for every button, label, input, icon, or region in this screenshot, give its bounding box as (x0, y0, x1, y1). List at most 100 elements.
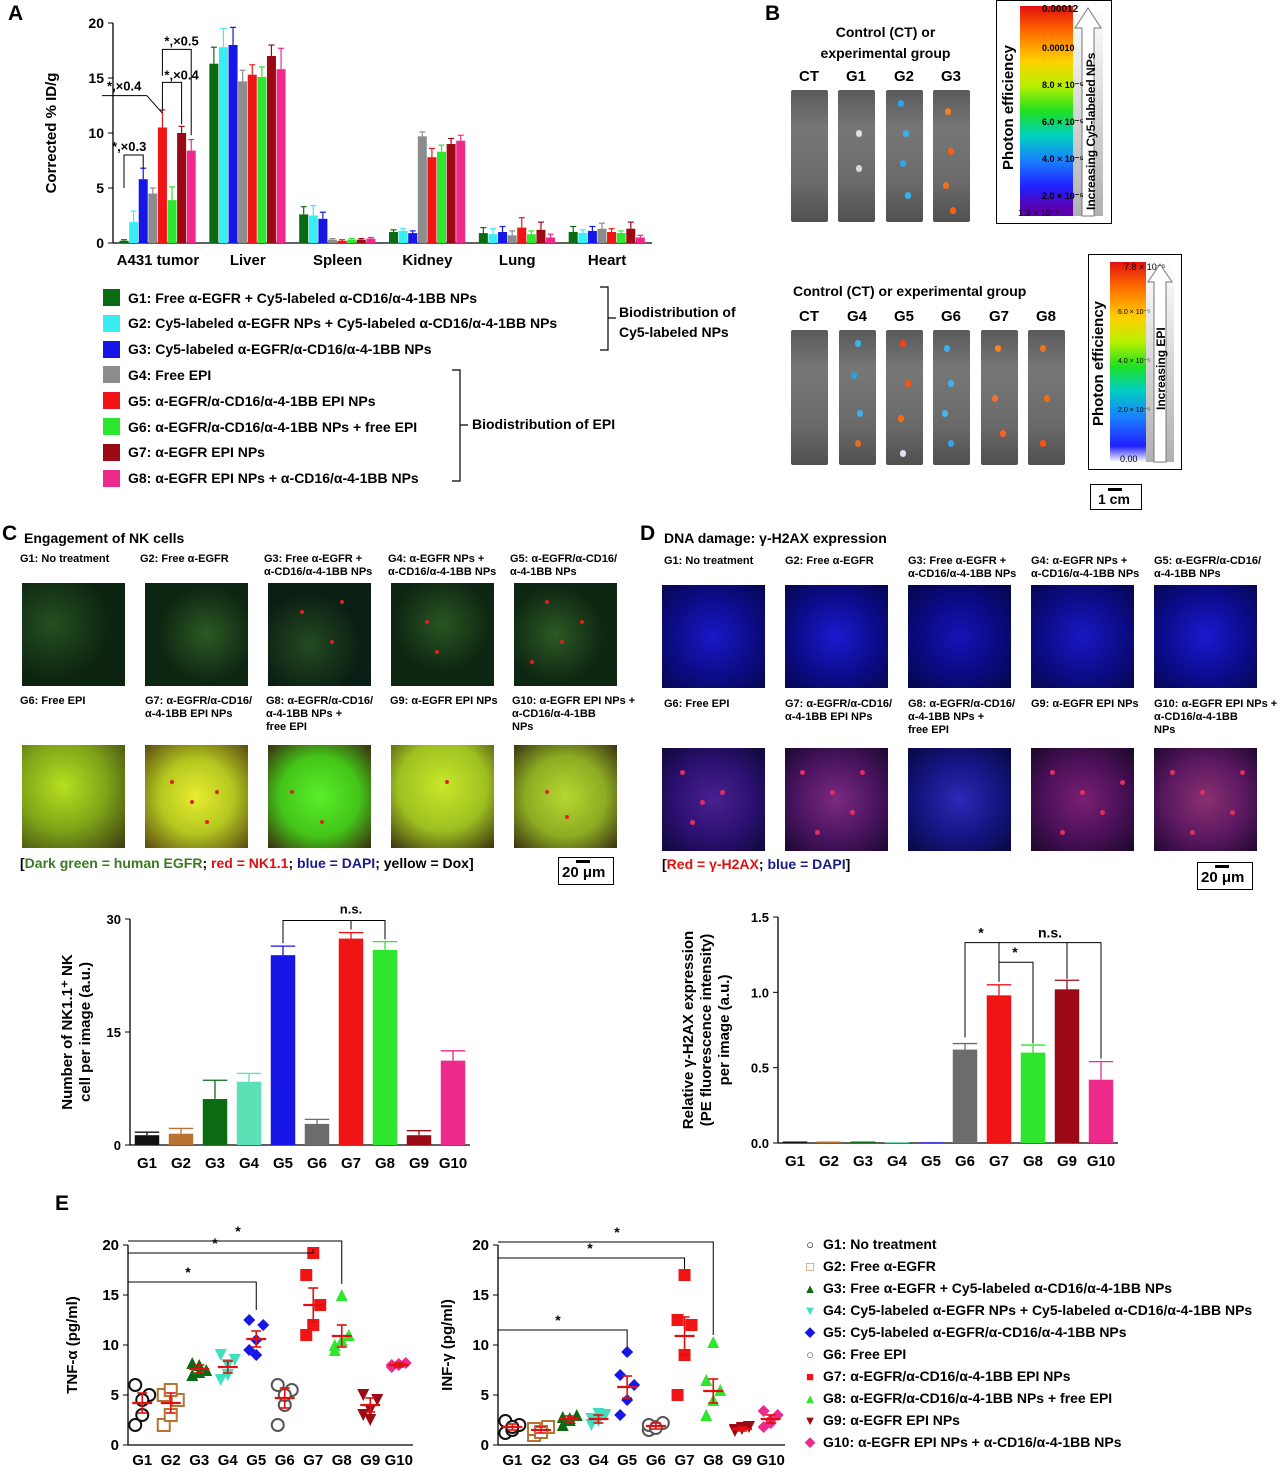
micrograph-label-line: G7: α-EGFR/α-CD16/ (145, 695, 253, 707)
legend-label: G9: α-EGFR EPI NPs (823, 1412, 960, 1428)
x-tick-label: G2 (161, 1452, 181, 1467)
sig-annotation: * (212, 1235, 218, 1251)
panel-label-d: D (640, 522, 656, 545)
micrograph-label-line: α-4-1BB EPI NPs (785, 711, 873, 723)
micrograph-label-line: α-4-1BB NPs + (266, 708, 343, 720)
image-strip-g1 (838, 90, 875, 222)
bracket-cy5-label: Biodistribution of Cy5-labeled NPs (619, 304, 736, 340)
bar-G3 (850, 1141, 876, 1143)
bar-G1 (134, 1135, 160, 1145)
x-tick-label: G5 (246, 1452, 266, 1467)
micrograph-label-line: G6: Free EPI (20, 695, 86, 707)
y-tick-label: 15 (472, 1287, 489, 1304)
signal-spot (855, 340, 861, 347)
micrograph-label: G6: Free EPI (20, 695, 145, 708)
x-tick-label: G2 (171, 1155, 191, 1172)
legend-e-item: ■ G7: α-EGFR/α-CD16/α-4-1BB EPI NPs (803, 1368, 1071, 1384)
micrograph-c-g5 (514, 583, 617, 686)
nk-cell-spot (190, 800, 194, 804)
x-tick-label: G6 (646, 1452, 666, 1467)
x-tick-label: Spleen (313, 252, 362, 269)
sig-bracket (498, 1241, 714, 1335)
micrograph-c-g8 (268, 745, 371, 848)
sig-annotation: n.s. (1038, 925, 1062, 941)
bar-G2-5 (578, 233, 588, 243)
column-label: CT (799, 68, 819, 85)
column-label: G2 (893, 68, 914, 85)
legend-label: G7: α-EGFR/α-CD16/α-4-1BB EPI NPs (823, 1368, 1071, 1384)
x-tick-label: Kidney (402, 252, 453, 269)
micrograph-label: G8: α-EGFR/α-CD16/α-4-1BB NPs + free EPI (908, 698, 1033, 737)
legend-swatch (103, 314, 120, 332)
nk-cell-spot (290, 790, 294, 794)
legend-label: G2: Free α-EGFR (823, 1258, 936, 1274)
micrograph-label-line: G2: Free α-EGFR (140, 553, 229, 565)
nk-cell-spot (330, 640, 334, 644)
bar-G7 (338, 938, 364, 1145)
h2ax-spot (720, 790, 725, 795)
micrograph-d-g3 (908, 585, 1011, 688)
bar-G3 (202, 1099, 228, 1145)
chart-d-h2ax: 0.0 0.5 1.0 1.5 G1 G2 G3 G4 G5 G6 G7 G8 G9 G10 * * n.s. R… (680, 910, 1118, 1170)
signal-spot (905, 380, 911, 387)
micrograph-label: G4: α-EGFR NPs + α-CD16/α-4-1BB NPs (1031, 555, 1156, 581)
signal-spot (942, 410, 948, 417)
micrograph-label-line: α-CD16/α-4-1BB NPs (388, 566, 497, 578)
signal-spot (900, 450, 906, 457)
micrograph-label-line: α-CD16/α-4-1BB NPs (264, 566, 373, 578)
legend-label: G7: α-EGFR EPI NPs (128, 444, 265, 461)
panel-label-e: E (55, 1192, 70, 1215)
legend-marker-icon: ○ (806, 1346, 814, 1362)
micrograph-label: G5: α-EGFR/α-CD16/α-4-1BB NPs (510, 553, 635, 579)
panel-b-top-header: Control (CT) or experimental group (820, 24, 951, 61)
legend-label: G2: Cy5-labeled α-EGFR NPs + Cy5-labeled… (128, 315, 558, 332)
h2ax-spot (830, 790, 835, 795)
y-tick-label: 15 (107, 1025, 121, 1040)
signal-spot (948, 440, 954, 447)
image-strip-g3 (933, 90, 970, 222)
x-tick-label: G8 (375, 1155, 395, 1172)
arrow-label-epi: Increasing EPI (1154, 327, 1168, 410)
x-tick-label: G3 (189, 1452, 209, 1467)
legend-marker-icon: ▼ (803, 1412, 817, 1428)
legend-label: G1: Free α-EGFR + Cy5-labeled α-CD16/α-4… (128, 289, 478, 306)
micrograph-d-g1 (662, 585, 765, 688)
x-tick-label: G1 (137, 1155, 157, 1172)
data-point (221, 1369, 234, 1381)
sig-bracket-4 (161, 48, 192, 136)
bar-G1-5 (568, 232, 578, 243)
column-label: G3 (940, 68, 961, 85)
signal-spot (948, 148, 954, 155)
micrograph-label-line: G1: No treatment (664, 555, 754, 567)
x-tick-label: Liver (230, 252, 266, 269)
sig-annotation: * (235, 1223, 241, 1239)
h2ax-spot (1120, 780, 1125, 785)
bar-G2 (816, 1141, 842, 1143)
data-point (757, 1405, 770, 1417)
bar-G5-2 (337, 240, 347, 243)
micrograph-d-g6 (662, 748, 765, 851)
micrograph-label: G9: α-EGFR EPI NPs (1031, 698, 1156, 711)
scale-bar-box-c (558, 857, 614, 885)
colorbar-cy5-max: 0.00012 (1042, 4, 1079, 15)
micrograph-label: G7: α-EGFR/α-CD16/α-4-1BB EPI NPs (145, 695, 270, 721)
y-tick-label: 10 (472, 1337, 489, 1354)
legend-label: G3: Free α-EGFR + Cy5-labeled α-CD16/α-4… (823, 1280, 1173, 1296)
micrograph-label: G9: α-EGFR EPI NPs (390, 695, 515, 708)
bar-G6-3 (437, 151, 447, 243)
nk-cell-spot (545, 600, 549, 604)
signal-spot (903, 130, 909, 137)
legend-swatch (103, 469, 120, 487)
legend-swatch (103, 366, 120, 384)
column-label: G6 (940, 308, 961, 325)
bar-G2-0 (129, 222, 139, 243)
x-tick-label: G6 (955, 1153, 975, 1170)
colorbar-box-cy5 (996, 0, 1112, 224)
x-tick-label: G10 (756, 1452, 784, 1467)
signal-spot (856, 130, 862, 137)
micrograph-c-g4 (391, 583, 494, 686)
chart-a-biodistribution: 0 5 10 15 20 Corrected % ID/g A431 tumor Liver S… (43, 15, 652, 269)
legend-label: G10: α-EGFR EPI NPs + α-CD16/α-4-1BB NPs (823, 1434, 1122, 1450)
x-tick-label: G2 (531, 1452, 551, 1467)
x-tick-label: G10 (385, 1452, 413, 1467)
